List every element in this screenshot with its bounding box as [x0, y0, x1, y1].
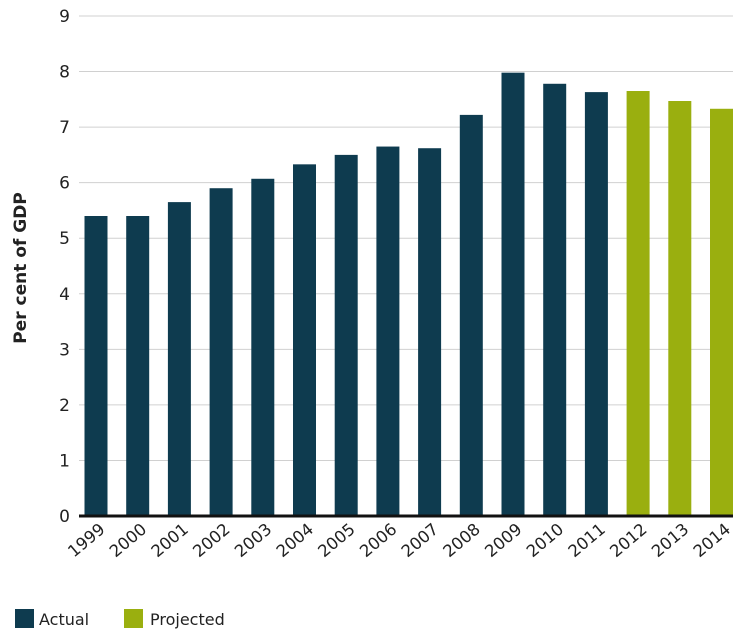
bar-2005 [334, 154, 358, 516]
bar-2006 [376, 146, 400, 517]
y-tick-label: 4 [59, 285, 70, 305]
y-tick-label: 6 [59, 174, 70, 194]
bars [84, 72, 733, 517]
x-tick-label: 2011 [565, 520, 609, 562]
bar-2003 [251, 178, 275, 516]
bar-2009 [501, 72, 525, 517]
y-axis-title: Per cent of GDP [11, 192, 31, 344]
x-tick-label: 2014 [690, 520, 733, 562]
x-tick-label: 2013 [648, 520, 692, 562]
bar-1999 [84, 216, 108, 516]
y-tick-label: 7 [59, 118, 70, 138]
bar-2013 [668, 101, 692, 516]
x-tick-label: 2007 [398, 520, 442, 562]
bar-2004 [293, 164, 316, 517]
legend-swatch-projected [124, 609, 143, 628]
legend-label-actual: Actual [39, 610, 89, 629]
x-tick-label: 2002 [189, 520, 233, 562]
legend-label-projected: Projected [150, 610, 225, 629]
bar-2010 [543, 83, 567, 517]
y-tick-label: 2 [59, 396, 70, 416]
bar-2000 [126, 216, 150, 516]
bar-2011 [584, 92, 608, 516]
x-tick-label: 2003 [231, 520, 275, 562]
bar-2014 [710, 108, 733, 517]
x-tick-label: 2000 [106, 520, 150, 562]
legend: Actual Projected [15, 609, 225, 629]
x-tick-label: 2008 [439, 520, 483, 562]
x-tick-label: 2004 [273, 520, 317, 562]
y-tick-label: 8 [59, 63, 70, 83]
x-tick-label: 2005 [314, 520, 358, 562]
y-tick-label: 1 [59, 451, 70, 471]
y-tick-label: 3 [59, 340, 70, 360]
x-tick-label: 2006 [356, 520, 400, 562]
bar-2008 [459, 114, 483, 516]
legend-swatch-actual [15, 609, 34, 628]
y-tick-label: 0 [59, 507, 70, 527]
x-axis-ticks: 1999200020012002200320042005200620072008… [64, 520, 733, 562]
x-tick-label: 2001 [148, 520, 192, 562]
x-tick-label: 2009 [481, 520, 525, 562]
y-axis-ticks: 0 1 2 3 4 5 6 7 8 9 [59, 7, 70, 527]
x-tick-label: 1999 [64, 520, 108, 562]
bar-2001 [167, 202, 191, 516]
x-tick-label: 2012 [606, 520, 650, 562]
bar-2007 [418, 148, 442, 516]
bar-2012 [626, 91, 650, 516]
y-tick-label: 5 [59, 229, 70, 249]
y-tick-label: 9 [59, 7, 70, 27]
bar-2002 [209, 188, 233, 516]
x-tick-label: 2010 [523, 520, 567, 562]
